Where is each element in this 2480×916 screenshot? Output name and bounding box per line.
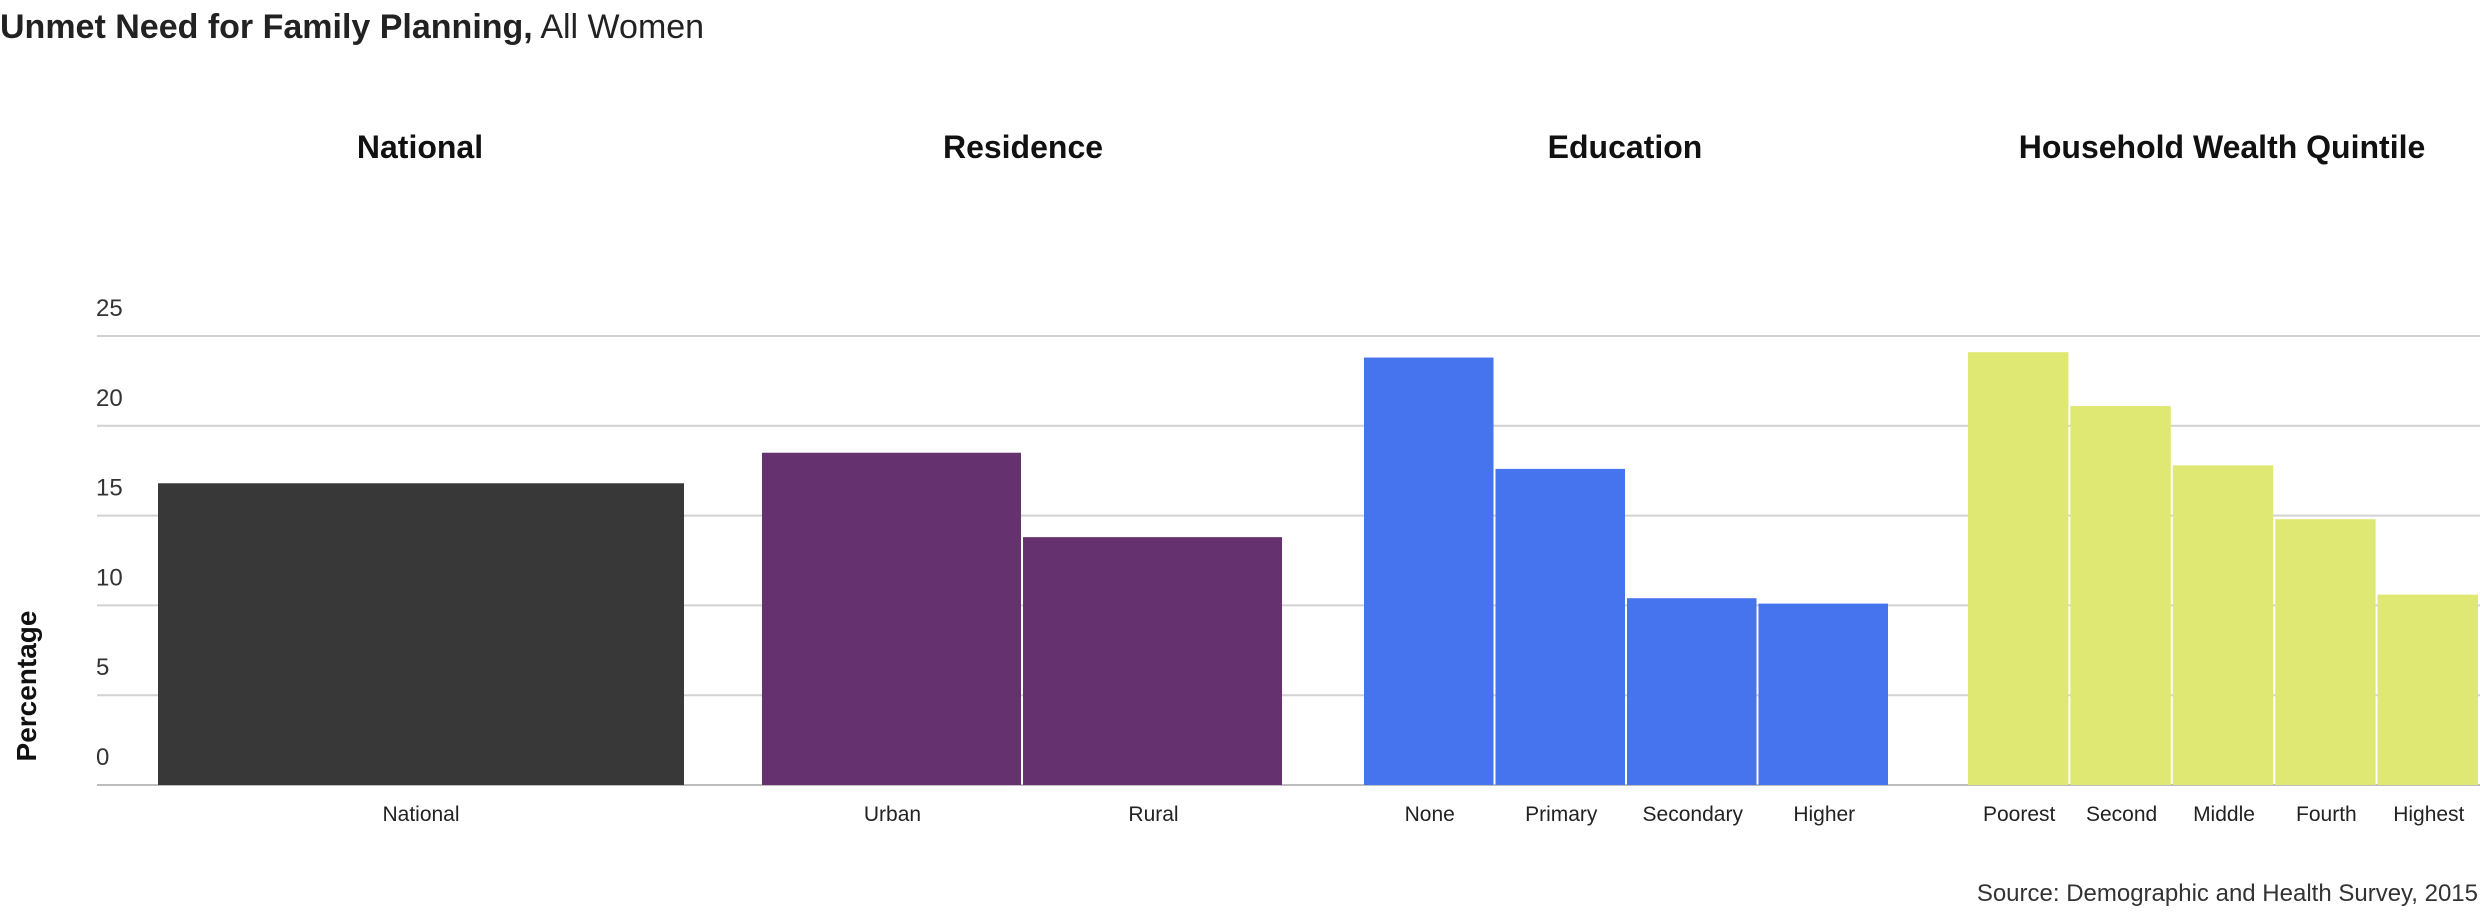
x-tick-label-urban: Urban: [864, 803, 921, 826]
chart-title: Unmet Need for Family Planning, All Wome…: [0, 8, 704, 47]
bar-fourth: [2275, 519, 2376, 785]
bar-secondary: [1627, 598, 1757, 785]
y-tick-label-20: 20: [96, 385, 123, 412]
y-tick-label-0: 0: [96, 744, 109, 771]
group-title-national: National: [357, 129, 483, 165]
y-tick-label-10: 10: [96, 564, 123, 591]
x-tick-label-higher: Higher: [1793, 803, 1855, 826]
chart-title-bold: Unmet Need for Family Planning,: [0, 8, 533, 46]
x-tick-label-middle: Middle: [2193, 803, 2255, 826]
chart-title-light: All Women: [540, 8, 705, 46]
x-tick-label-secondary: Secondary: [1643, 803, 1744, 826]
bar-rural: [1023, 537, 1282, 785]
group-title-education: Education: [1548, 129, 1703, 165]
y-axis-label: Percentage: [11, 611, 42, 762]
y-tick-label-25: 25: [96, 295, 123, 322]
x-tick-label-poorest: Poorest: [1983, 803, 2056, 826]
bar-urban: [762, 452, 1021, 785]
bar-highest: [2377, 594, 2478, 785]
x-tick-label-national: National: [382, 803, 459, 826]
bar-national: [158, 483, 684, 785]
bar-second: [2070, 406, 2171, 785]
bar-primary: [1495, 468, 1625, 785]
group-title-residence: Residence: [943, 129, 1103, 165]
x-tick-label-fourth: Fourth: [2296, 803, 2357, 826]
bar-none: [1364, 357, 1494, 785]
group-title-household-wealth-quintile: Household Wealth Quintile: [2019, 129, 2426, 165]
bar-poorest: [1968, 352, 2069, 785]
x-tick-label-primary: Primary: [1525, 803, 1598, 826]
bar-middle: [2172, 465, 2274, 785]
bar-higher: [1758, 603, 1888, 785]
x-tick-label-highest: Highest: [2393, 803, 2464, 826]
x-tick-label-second: Second: [2086, 803, 2157, 826]
x-tick-label-none: None: [1405, 803, 1455, 826]
y-tick-label-15: 15: [96, 475, 123, 502]
source-note: Source: Demographic and Health Survey, 2…: [1976, 880, 2478, 907]
y-tick-label-5: 5: [96, 654, 109, 681]
x-tick-label-rural: Rural: [1128, 803, 1178, 826]
